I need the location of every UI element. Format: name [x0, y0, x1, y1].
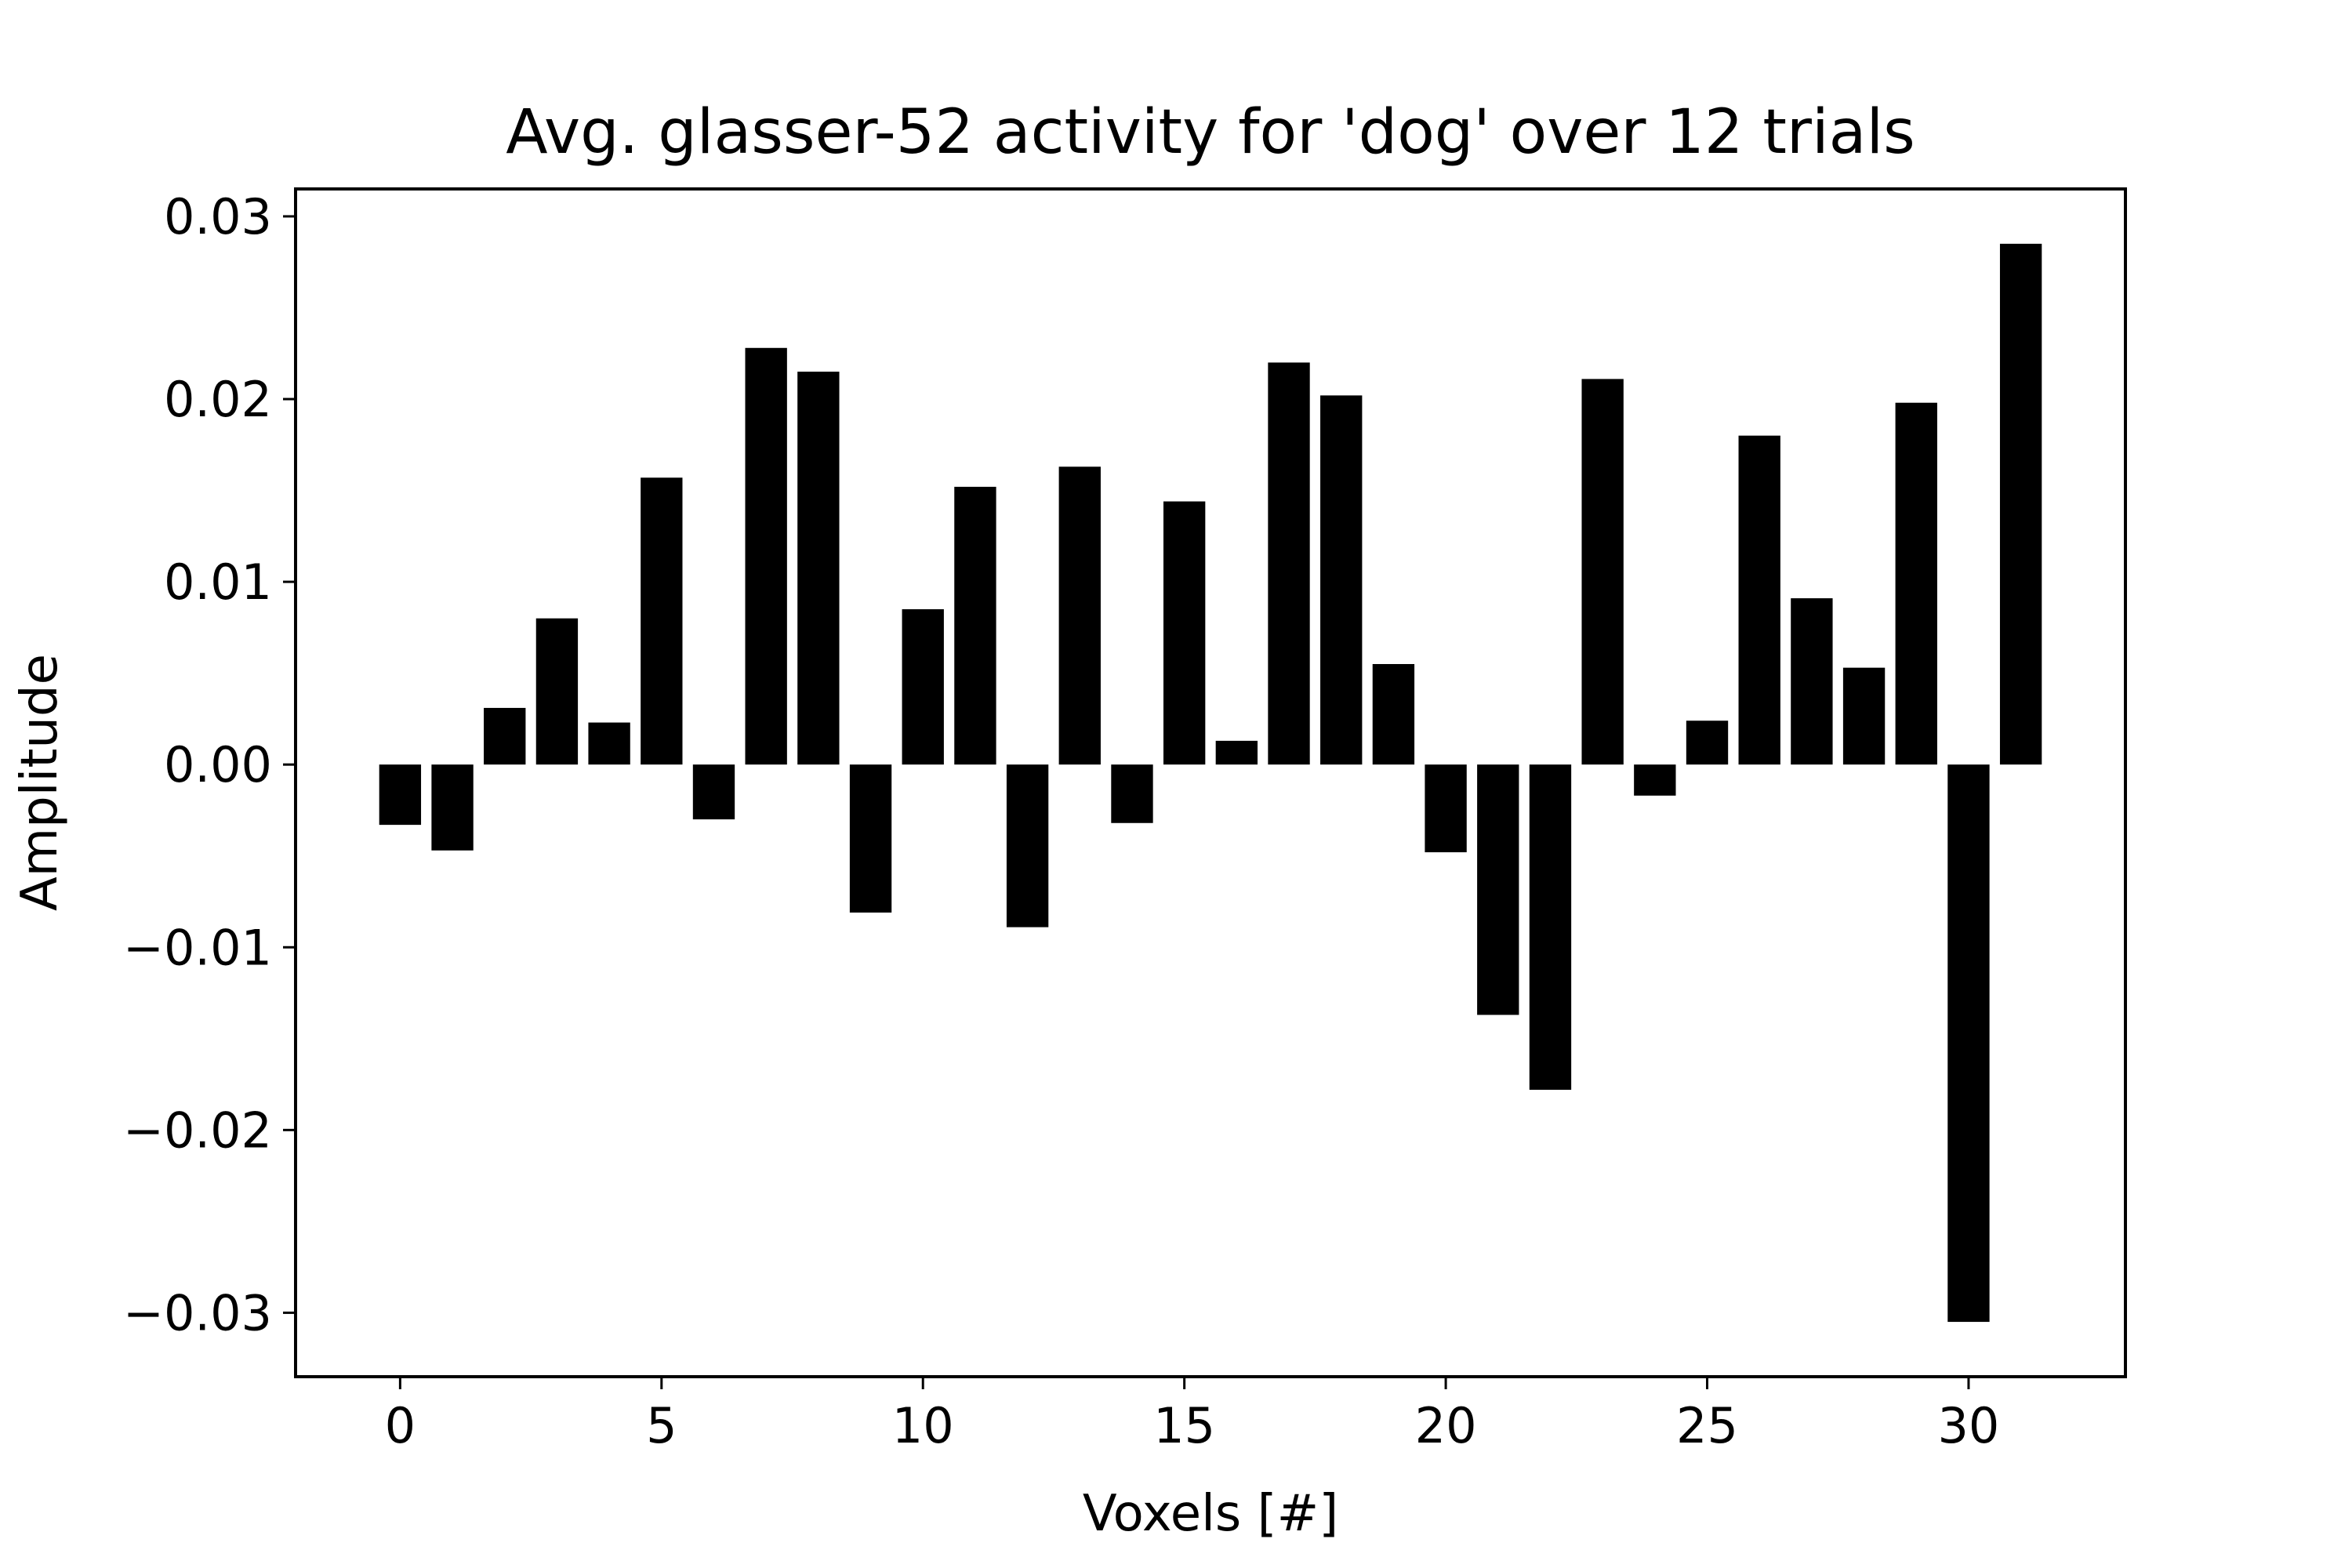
- y-tick-label: 0.02: [164, 371, 272, 428]
- bar-voxel-3: [535, 618, 579, 765]
- chart-title: Avg. glasser-52 activity for 'dog' over …: [506, 97, 1915, 168]
- x-tick-label: 10: [892, 1397, 954, 1454]
- x-tick-label: 15: [1153, 1397, 1215, 1454]
- bar-voxel-22: [1529, 764, 1572, 1091]
- bar-voxel-31: [1999, 243, 2042, 765]
- y-tick-label: −0.01: [123, 919, 272, 976]
- bar-voxel-23: [1581, 379, 1624, 765]
- bar-voxel-21: [1477, 764, 1519, 1015]
- plot-frame: [294, 187, 2127, 1378]
- bar-voxel-9: [849, 764, 892, 913]
- x-tick-label: 20: [1415, 1397, 1477, 1454]
- bar-voxel-16: [1215, 740, 1258, 765]
- x-axis-label: Voxels [#]: [1083, 1485, 1338, 1543]
- bar-voxel-17: [1268, 362, 1310, 765]
- bar-voxel-12: [1006, 764, 1049, 927]
- bars-group: [379, 243, 2042, 1323]
- y-tick-label: 0.03: [164, 188, 272, 245]
- y-tick-label: −0.02: [123, 1102, 272, 1159]
- bar-voxel-26: [1738, 435, 1780, 765]
- x-tick-label: 5: [646, 1397, 677, 1454]
- bar-voxel-24: [1634, 764, 1676, 796]
- bar-voxel-8: [797, 372, 840, 765]
- x-tick-label: 25: [1676, 1397, 1738, 1454]
- bar-voxel-1: [431, 764, 474, 851]
- x-tick-label: 0: [385, 1397, 416, 1454]
- y-tick-label: −0.03: [123, 1284, 272, 1341]
- bar-voxel-25: [1686, 720, 1729, 765]
- y-tick-label: 0.00: [164, 736, 272, 793]
- bar-voxel-2: [484, 707, 526, 765]
- bar-voxel-18: [1320, 395, 1363, 765]
- bar-voxel-4: [588, 722, 630, 765]
- x-ticks-group: 0 5 10 15 20 25 30: [385, 1377, 1999, 1454]
- bar-voxel-6: [692, 764, 735, 820]
- bar-voxel-15: [1163, 501, 1206, 765]
- bar-voxel-29: [1895, 402, 1937, 765]
- bar-voxel-27: [1791, 598, 1833, 765]
- bar-voxel-28: [1842, 667, 1886, 765]
- bar-voxel-30: [1947, 764, 1990, 1323]
- bar-voxel-19: [1372, 664, 1415, 765]
- y-axis-label: Amplitude: [11, 654, 69, 911]
- bar-voxel-13: [1058, 466, 1101, 765]
- bar-voxel-14: [1111, 764, 1153, 823]
- x-tick-label: 30: [1937, 1397, 1999, 1454]
- bar-voxel-7: [745, 347, 787, 765]
- y-tick-label: 0.01: [164, 554, 272, 611]
- bar-voxel-11: [954, 486, 996, 765]
- bar-voxel-5: [641, 477, 683, 765]
- bar-voxel-20: [1425, 764, 1467, 853]
- y-ticks-group: −0.03 −0.02 −0.01 0.00 0.01 0.02 0.03: [123, 188, 296, 1341]
- bar-voxel-10: [902, 609, 944, 765]
- bar-voxel-0: [379, 764, 422, 826]
